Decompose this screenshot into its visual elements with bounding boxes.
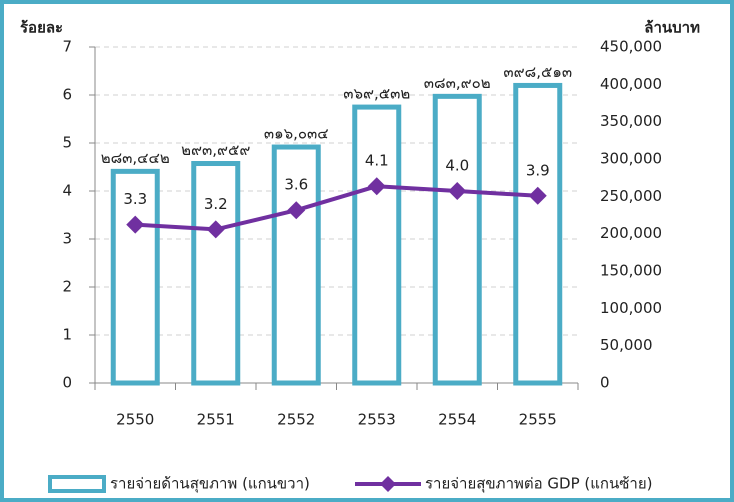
y-tick-label: 4 xyxy=(62,182,72,200)
line xyxy=(135,184,538,232)
y-tick-label: 5 xyxy=(62,134,72,152)
y2-tick-label: 150,000 xyxy=(600,262,662,280)
x-tick-label: 2553 xyxy=(358,411,396,429)
y2-tick-label: 300,000 xyxy=(600,150,662,168)
y2-tick-label: 450,000 xyxy=(600,38,662,56)
x-tick-label: 2550 xyxy=(116,411,154,429)
marker xyxy=(448,182,467,200)
y2-tick-label: 250,000 xyxy=(600,187,662,205)
bar-value-label: ๓๖๙,๕๓๒ xyxy=(343,85,410,103)
line-value-label: 3.3 xyxy=(123,190,147,208)
label-bg xyxy=(439,154,476,178)
marker xyxy=(126,215,145,234)
y2-tick-label: 50,000 xyxy=(600,336,653,354)
y-tick-label: 3 xyxy=(62,230,72,248)
legend-label: รายจ่ายด้านสุขภาพ (แกนขวา) xyxy=(110,475,310,494)
bar-value-label: ๓๙๘,๕๑๓ xyxy=(503,63,572,81)
y-tick-label: 6 xyxy=(62,86,72,104)
line-value-label: 4.1 xyxy=(365,152,389,170)
y-tick-label: 2 xyxy=(62,278,72,296)
x-tick-label: 2554 xyxy=(438,411,476,429)
marker xyxy=(206,220,225,239)
bar-value-label: ๒๘๓,๔๔๒ xyxy=(101,149,170,167)
y2-tick-label: 400,000 xyxy=(600,75,662,93)
y2-tick-label: 0 xyxy=(600,374,610,392)
label-bg xyxy=(358,149,395,174)
x-tick-label: 2555 xyxy=(519,411,557,429)
legend-label: รายจ่ายสุขภาพต่อ GDP (แกนซ้าย) xyxy=(425,475,652,494)
line-value-label: 3.2 xyxy=(204,195,228,213)
bar-value-label: ๓๑๖,๐๓๔ xyxy=(264,125,329,143)
bar-value-label: ๒๙๓,๙๕๙ xyxy=(181,141,250,159)
y-axis-label: ร้อยละ xyxy=(20,19,63,37)
label-bg xyxy=(117,187,154,212)
bar xyxy=(352,104,402,386)
y-tick-label: 1 xyxy=(62,326,72,344)
y-tick-label: 7 xyxy=(62,38,72,56)
label-bg xyxy=(197,192,234,217)
marker xyxy=(367,177,386,196)
bar xyxy=(432,93,482,386)
marker xyxy=(528,186,547,205)
x-tick-label: 2552 xyxy=(277,411,315,429)
y2-tick-label: 100,000 xyxy=(600,299,662,317)
x-tick-label: 2551 xyxy=(197,411,235,429)
y2-axis-label: ล้านบาท xyxy=(644,19,700,37)
label-bg xyxy=(278,173,315,198)
line-value-label: 4.0 xyxy=(445,157,469,175)
legend-marker xyxy=(380,476,396,492)
label-bg xyxy=(519,158,556,183)
bar-value-label: ๓๘๓,๙๐๒ xyxy=(424,74,491,92)
bar xyxy=(513,82,563,386)
legend-swatch xyxy=(48,475,106,493)
line-value-label: 3.9 xyxy=(526,161,550,179)
y-tick-label: 0 xyxy=(62,374,72,392)
line-value-label: 3.6 xyxy=(284,176,308,194)
y2-tick-label: 350,000 xyxy=(600,112,662,130)
y2-tick-label: 200,000 xyxy=(600,224,662,242)
marker xyxy=(287,201,306,220)
